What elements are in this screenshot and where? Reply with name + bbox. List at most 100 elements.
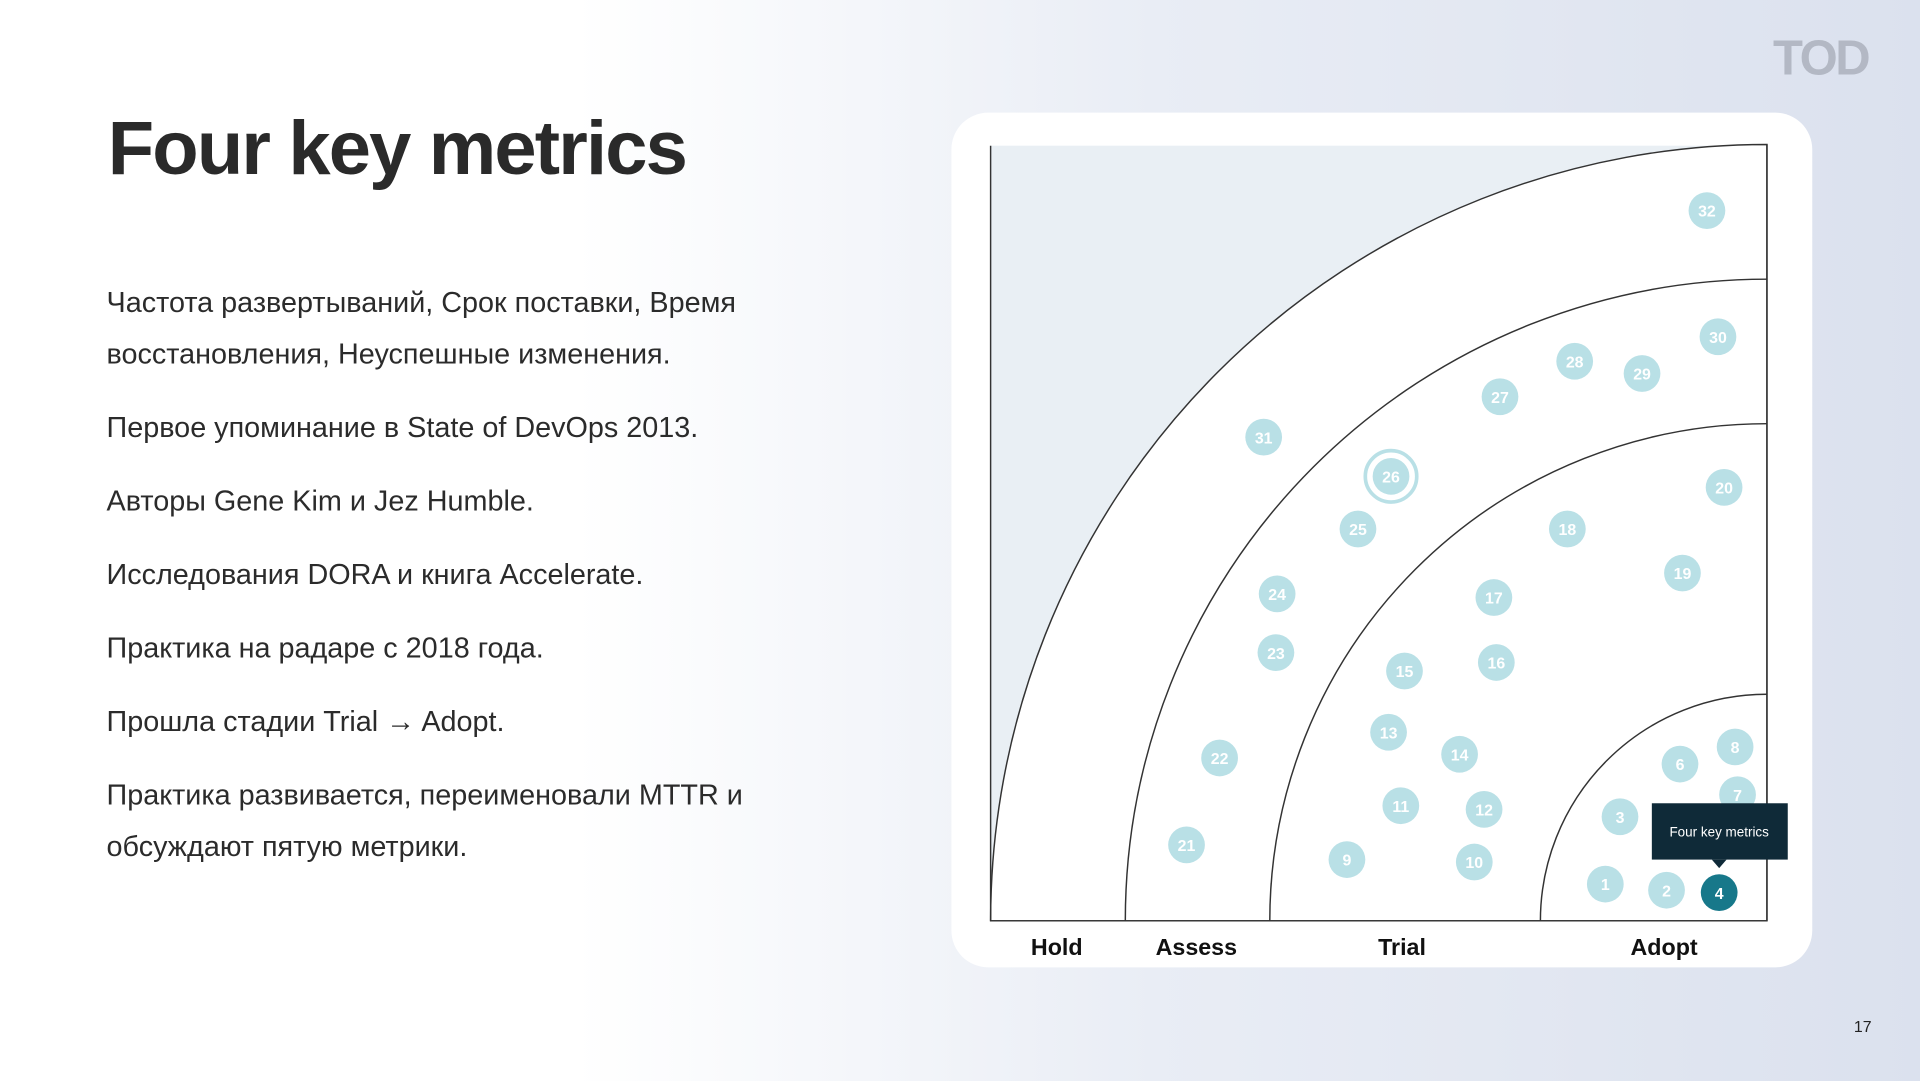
blip[interactable]: 26 [1363, 448, 1419, 504]
blip-dot [1370, 713, 1407, 751]
blip[interactable]: 19 [1664, 554, 1701, 592]
blip-label: 25 [1349, 522, 1367, 539]
tooltip-arrow [1711, 859, 1727, 869]
blip[interactable]: 27 [1481, 378, 1519, 416]
blip-label: 11 [1392, 799, 1409, 816]
blip-dot [1386, 652, 1423, 690]
blip-label: 6 [1676, 757, 1685, 774]
blip-label: 16 [1487, 656, 1505, 673]
ring-trial [1269, 422, 1767, 921]
blip-label: 13 [1380, 725, 1398, 742]
blip-dot [1699, 318, 1737, 356]
blip[interactable]: 9 [1328, 841, 1366, 878]
blip[interactable]: 31 [1245, 418, 1283, 456]
blip-dot [1586, 865, 1624, 903]
blip-label: 14 [1451, 747, 1469, 764]
blip-dot [1556, 342, 1594, 380]
paragraph: Частота развертываний, Срок поставки, Вр… [107, 277, 743, 380]
paragraph: Практика на радаре с 2018 года. [107, 622, 743, 673]
paragraph: Первое упоминание в State of DevOps 2013… [107, 402, 743, 453]
blip[interactable]: 1 [1586, 865, 1624, 903]
blip[interactable]: 18 [1548, 510, 1586, 548]
blip-dot [1245, 418, 1283, 456]
blip-label: 19 [1674, 566, 1692, 583]
blip-label: 27 [1491, 390, 1509, 407]
logo: TOD [1773, 31, 1871, 86]
blip-label: 24 [1268, 587, 1286, 604]
blip-dot [1258, 575, 1296, 613]
blip-dot [1168, 826, 1205, 864]
blip-label: 17 [1485, 591, 1503, 608]
blip-label: 32 [1698, 204, 1716, 221]
paragraph: Авторы Gene Kim и Jez Humble. [107, 475, 743, 526]
blip-dot [1623, 355, 1661, 392]
text-line: Авторы Gene Kim и Jez Humble. [106, 484, 534, 517]
blip[interactable]: 13 [1370, 713, 1407, 751]
blip-dot [1601, 798, 1639, 836]
blip-dot [1481, 378, 1519, 416]
blip-label: 12 [1475, 803, 1493, 820]
paragraph: Прошла стадии Trial → Adopt. [107, 696, 743, 747]
blip-dot [1648, 871, 1685, 909]
blip-dot [1455, 843, 1493, 881]
blip[interactable]: 20 [1705, 468, 1743, 506]
blip[interactable]: 3 [1601, 798, 1639, 836]
blip-dot [1705, 468, 1743, 506]
blip-label: 30 [1709, 330, 1727, 347]
blip[interactable]: 30 [1699, 318, 1737, 356]
blip[interactable]: 23 [1257, 634, 1295, 672]
blip[interactable]: 15 [1386, 652, 1423, 690]
blip-dot [1688, 192, 1726, 229]
blip[interactable]: 14 [1441, 735, 1478, 773]
ring-label: Assess [1156, 934, 1237, 960]
blip-dot [1548, 510, 1586, 548]
ring-assess [1124, 278, 1767, 921]
blip-dot [1372, 457, 1410, 495]
blip-dot [1328, 841, 1366, 878]
blip[interactable]: 29 [1623, 355, 1661, 392]
blip-label: 10 [1465, 855, 1483, 872]
blip[interactable]: 10 [1455, 843, 1493, 881]
blip-dot [1465, 791, 1503, 828]
tooltip-text: Four key metrics [1669, 824, 1769, 839]
body-text: Частота развертываний, Срок поставки, Вр… [107, 277, 743, 894]
slide-title: Four key metrics [107, 106, 688, 192]
blip-dot [1201, 739, 1238, 777]
blip-label: 21 [1178, 838, 1196, 855]
text-line: Прошла стадии Trial → Adopt. [106, 705, 505, 738]
blip-dot [1716, 728, 1754, 766]
text-line: обсуждают пятую метрики. [106, 830, 468, 863]
blip[interactable]: 22 [1201, 739, 1238, 777]
blip[interactable]: 16 [1477, 644, 1515, 681]
blip[interactable]: 11 [1382, 787, 1420, 825]
blip[interactable]: 25 [1339, 510, 1377, 548]
blip[interactable]: 24 [1258, 575, 1296, 613]
blip-label: 3 [1616, 810, 1625, 827]
blip-dot [1700, 874, 1738, 912]
blip-dot [1257, 634, 1295, 672]
blip[interactable]: 21 [1168, 826, 1205, 864]
blip-label: 9 [1343, 853, 1352, 870]
blip[interactable]: 12 [1465, 791, 1503, 828]
blip[interactable]: 8 [1716, 728, 1754, 766]
blip-label: 26 [1382, 469, 1400, 486]
text-line: Исследования DORA и книга Accelerate. [106, 558, 644, 591]
blip[interactable]: 32 [1688, 192, 1726, 229]
page-number: 17 [1853, 1017, 1872, 1036]
blip-label: 7 [1733, 788, 1742, 805]
blip-dot [1661, 745, 1699, 783]
blip-dot [1382, 787, 1420, 825]
blip-label: 20 [1715, 480, 1733, 497]
text-line: Практика развивается, переименовали MTTR… [106, 778, 743, 811]
text-line: Частота развертываний, Срок поставки, Вр… [106, 286, 736, 319]
blip[interactable]: 4 [1700, 874, 1738, 912]
paragraph: Исследования DORA и книга Accelerate. [107, 549, 743, 600]
blip[interactable]: 28 [1556, 342, 1594, 380]
blip[interactable]: 6 [1661, 745, 1699, 783]
tooltip-box [1651, 803, 1788, 860]
blip[interactable]: 17 [1475, 579, 1513, 616]
ring-label: Hold [1031, 934, 1083, 960]
blip[interactable]: 2 [1648, 871, 1685, 909]
